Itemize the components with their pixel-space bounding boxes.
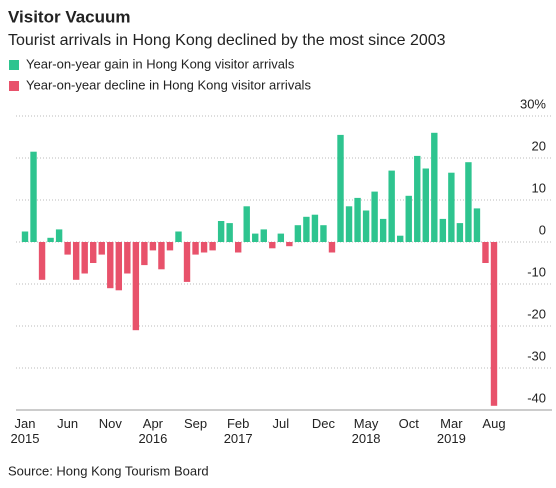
bar [379,218,387,242]
x-tick-label: Nov [98,416,122,431]
bar [422,168,429,242]
bar [465,162,472,242]
y-tick-label: -30 [527,348,546,363]
bar [371,191,378,242]
legend-label: Year-on-year decline in Hong Kong visito… [26,77,311,92]
source: Source: Hong Kong Tourism Board [8,463,209,478]
x-tick-label: Feb 2017 [223,416,253,446]
bar [490,242,498,406]
x-tick-label: Apr 2016 [138,416,168,446]
x-tick-label: Mar 2019 [436,416,466,446]
bar [149,242,157,251]
bar [124,242,131,274]
bar [482,242,489,263]
bar [132,242,140,331]
bar [98,242,105,255]
bar [64,242,71,255]
bar [115,242,122,291]
bar [175,231,182,242]
x-tick-label: Aug [482,416,506,431]
y-tick-label: 30% [520,96,546,111]
bar [209,242,216,251]
bar [294,225,302,242]
y-tick-label: -10 [527,264,546,279]
bar [405,195,412,242]
legend-label: Year-on-year gain in Hong Kong visitor a… [26,56,295,71]
bar [303,216,310,242]
bar [38,242,46,280]
bar [72,242,80,280]
bar [362,210,370,242]
bar [345,206,353,242]
chart-subtitle: Tourist arrivals in Hong Kong declined b… [8,32,446,49]
bar [234,242,242,253]
bar [456,223,464,242]
bar [192,242,199,255]
chart-title: Visitor Vacuum [8,7,131,26]
bar [107,242,114,289]
bar [311,214,319,242]
bar [166,242,174,251]
x-tick-label: Jan 2015 [10,416,40,446]
bar [21,231,29,242]
x-tick-label: Jul [272,416,290,431]
bar [431,132,438,242]
bar [414,155,421,242]
bar [397,235,404,242]
bar [47,237,54,242]
bar [200,242,208,253]
bar [217,221,225,242]
bar [158,242,165,270]
legend-swatch [9,60,19,70]
y-tick-label: 20 [532,138,546,153]
bar [448,172,455,242]
bar [328,242,336,253]
bar [81,242,88,274]
bar [141,242,148,266]
bar [320,225,327,242]
bar [252,233,259,242]
bar [90,242,97,263]
bar [30,151,37,242]
bar [286,242,293,247]
bar [226,223,233,242]
bar [243,206,250,242]
y-tick-label: 0 [539,222,546,237]
bar [337,134,344,242]
y-tick-label: -20 [527,306,546,321]
bar [354,197,361,242]
bar [269,242,276,249]
legend-swatch [9,81,19,91]
x-tick-label: Dec [311,416,336,431]
y-tick-label: 10 [532,180,546,195]
bar [439,218,447,242]
bar [277,233,285,242]
bar [260,229,267,242]
bar [183,242,191,282]
x-tick-label: May 2018 [351,416,381,446]
x-tick-label: Sep [183,416,208,431]
bar [388,170,395,242]
y-tick-label: -40 [527,390,546,405]
bar [473,208,481,242]
x-tick-label: Jun [57,416,79,431]
x-tick-label: Oct [398,416,419,431]
bar [55,229,63,242]
